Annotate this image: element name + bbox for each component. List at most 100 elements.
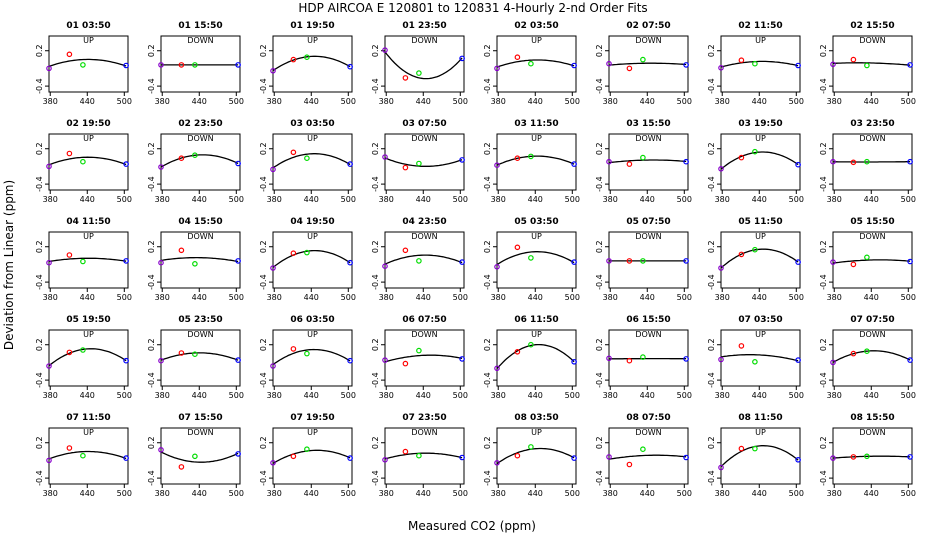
y-tick-label: -0.4 <box>707 274 716 290</box>
data-point <box>640 354 646 360</box>
data-point <box>738 57 745 64</box>
panel-title: 06 15:50 <box>626 315 670 325</box>
y-tick-label: -0.4 <box>595 78 604 94</box>
y-tick-label: 0.2 <box>707 44 716 57</box>
data-point <box>46 163 52 170</box>
x-tick-label: 440 <box>80 391 95 400</box>
data-point <box>192 453 198 460</box>
fit-curve <box>160 256 239 263</box>
data-point <box>158 62 164 68</box>
y-tick-label: 0.2 <box>259 142 268 155</box>
y-tick-label: -0.4 <box>707 78 716 94</box>
x-tick-label: 380 <box>491 97 506 106</box>
y-tick-label: 0.2 <box>819 142 828 155</box>
data-point <box>382 154 388 160</box>
data-point <box>270 459 276 466</box>
data-point <box>907 158 913 165</box>
panel-title: 07 07:50 <box>850 315 894 325</box>
y-tick-label: -0.4 <box>147 176 156 192</box>
y-tick-label: 0.2 <box>371 240 380 253</box>
data-point <box>290 149 297 156</box>
data-point <box>416 452 422 459</box>
panel-mode: DOWN <box>411 134 437 143</box>
panel-mode: DOWN <box>859 330 885 339</box>
x-tick-label: 500 <box>341 195 356 204</box>
x-tick-label: 440 <box>528 195 543 204</box>
y-tick-label: -0.4 <box>483 176 492 192</box>
panel-title: 01 23:50 <box>402 21 446 31</box>
panel-frame <box>272 231 353 289</box>
panel-title: 03 15:50 <box>626 119 670 129</box>
panel: 01 15:50 DOWN 380 440 500 0.2 -0.4 <box>147 21 244 106</box>
x-tick-label: 380 <box>603 195 618 204</box>
panel: 03 23:50 DOWN 380 440 500 0.2 -0.4 <box>819 119 916 204</box>
panel-frame <box>720 427 801 485</box>
fit-curve <box>720 151 799 170</box>
y-tick-label: -0.4 <box>147 372 156 388</box>
y-tick-label: 0.2 <box>707 436 716 449</box>
data-point <box>528 341 534 348</box>
panel: 07 19:50 UP 380 440 500 0.2 -0.4 <box>259 413 356 498</box>
data-point <box>192 260 198 267</box>
data-point <box>123 161 129 167</box>
x-tick-label: 500 <box>565 489 580 498</box>
fit-curve <box>48 156 127 166</box>
x-tick-label: 500 <box>677 293 692 302</box>
data-point <box>178 464 185 470</box>
x-tick-label: 380 <box>827 391 842 400</box>
data-point <box>738 251 745 258</box>
panel: 05 07:50 DOWN 380 440 500 0.2 -0.4 <box>595 217 692 302</box>
data-point <box>158 446 164 453</box>
data-point <box>290 250 297 257</box>
data-point <box>864 254 870 261</box>
data-point <box>66 445 73 451</box>
panel-mode: DOWN <box>635 428 661 437</box>
fit-curve <box>608 62 687 66</box>
y-tick-label: -0.4 <box>595 470 604 486</box>
x-tick-label: 380 <box>267 97 282 106</box>
panel-title: 01 19:50 <box>290 21 334 31</box>
panel-mode: UP <box>307 330 318 339</box>
fit-curve <box>272 55 351 72</box>
data-point <box>347 161 353 167</box>
data-point <box>907 357 913 363</box>
fit-curve <box>608 159 687 164</box>
panel-frame <box>720 133 801 191</box>
y-tick-label: 0.2 <box>595 338 604 351</box>
x-tick-label: 440 <box>304 293 319 302</box>
data-point <box>514 155 521 162</box>
data-point <box>192 351 198 358</box>
panel-title: 03 07:50 <box>402 119 446 129</box>
panel-title: 08 11:50 <box>738 413 782 423</box>
x-tick-label: 500 <box>229 489 244 498</box>
panel-frame <box>496 231 577 289</box>
x-tick-label: 380 <box>43 293 58 302</box>
y-tick-label: -0.4 <box>371 176 380 192</box>
fit-curve <box>48 58 127 68</box>
x-tick-label: 440 <box>864 293 879 302</box>
fit-curve <box>272 348 351 366</box>
y-tick-label: -0.4 <box>147 274 156 290</box>
x-tick-label: 500 <box>789 293 804 302</box>
panel: 06 07:50 DOWN 380 440 500 0.2 -0.4 <box>371 315 468 400</box>
panel-mode: UP <box>531 232 542 241</box>
y-tick-label: 0.2 <box>595 436 604 449</box>
panel: 01 03:50 UP 380 440 500 0.2 -0.4 <box>35 21 132 106</box>
y-tick-label: 0.2 <box>35 44 44 57</box>
panel-mode: DOWN <box>859 36 885 45</box>
y-tick-label: -0.4 <box>483 274 492 290</box>
panel-frame <box>720 231 801 289</box>
x-tick-label: 380 <box>43 391 58 400</box>
x-tick-label: 500 <box>453 489 468 498</box>
y-tick-label: 0.2 <box>819 436 828 449</box>
data-point <box>66 252 73 258</box>
fit-curve <box>496 59 575 68</box>
y-axis-label: Deviation from Linear (ppm) <box>2 180 16 350</box>
data-point <box>235 451 241 457</box>
fit-curve <box>496 447 575 465</box>
x-tick-label: 440 <box>528 489 543 498</box>
fit-curve <box>48 348 127 367</box>
x-tick-label: 380 <box>267 489 282 498</box>
fit-curve <box>720 248 799 269</box>
data-point <box>514 54 521 61</box>
